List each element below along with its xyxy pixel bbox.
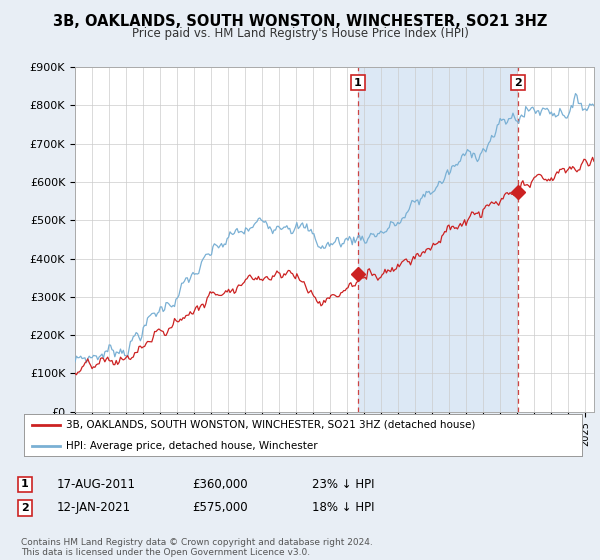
Text: 12-JAN-2021: 12-JAN-2021 (57, 501, 131, 515)
Text: £575,000: £575,000 (192, 501, 248, 515)
Text: Price paid vs. HM Land Registry's House Price Index (HPI): Price paid vs. HM Land Registry's House … (131, 27, 469, 40)
Text: 1: 1 (21, 479, 29, 489)
Text: 17-AUG-2011: 17-AUG-2011 (57, 478, 136, 491)
Text: 2: 2 (514, 77, 522, 87)
Text: £360,000: £360,000 (192, 478, 248, 491)
Text: 1: 1 (354, 77, 362, 87)
Text: 2: 2 (21, 503, 29, 513)
Text: 23% ↓ HPI: 23% ↓ HPI (312, 478, 374, 491)
Text: Contains HM Land Registry data © Crown copyright and database right 2024.
This d: Contains HM Land Registry data © Crown c… (21, 538, 373, 557)
Text: 18% ↓ HPI: 18% ↓ HPI (312, 501, 374, 515)
Text: 3B, OAKLANDS, SOUTH WONSTON, WINCHESTER, SO21 3HZ (detached house): 3B, OAKLANDS, SOUTH WONSTON, WINCHESTER,… (66, 420, 475, 430)
Text: 3B, OAKLANDS, SOUTH WONSTON, WINCHESTER, SO21 3HZ: 3B, OAKLANDS, SOUTH WONSTON, WINCHESTER,… (53, 14, 547, 29)
Bar (358, 67, 518, 412)
Text: HPI: Average price, detached house, Winchester: HPI: Average price, detached house, Winc… (66, 441, 317, 451)
